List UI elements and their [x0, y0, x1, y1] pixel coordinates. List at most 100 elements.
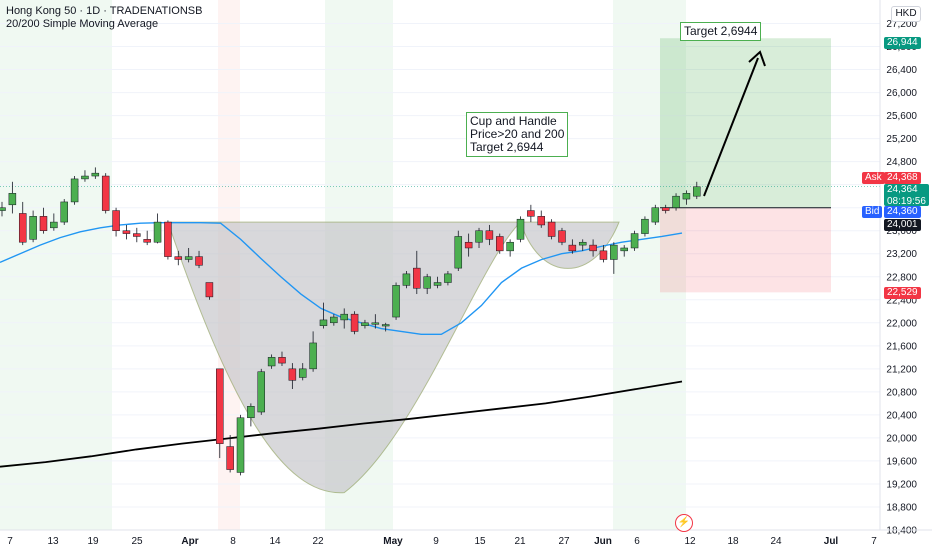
candle-43: [444, 271, 452, 286]
candle-body-15: [153, 221, 162, 243]
bar-countdown: 08:19:56: [887, 196, 926, 207]
candle-body-10: [101, 175, 110, 211]
candle-63: [651, 204, 660, 225]
candle-body-36: [371, 322, 380, 325]
candle-body-9: [91, 172, 100, 177]
candle-body-41: [423, 276, 431, 289]
candle-67: [693, 181, 701, 200]
candle-body-42: [433, 282, 442, 286]
candle-34: [350, 311, 359, 335]
candle-body-34: [350, 313, 359, 332]
candle-38: [392, 282, 400, 320]
candle-0: [0, 201, 6, 217]
candle-15: [153, 213, 162, 244]
candle-body-58: [599, 250, 608, 260]
candle-body-8: [81, 175, 89, 180]
target-arrow-head: [748, 50, 766, 67]
candle-39: [402, 271, 411, 289]
candle-body-7: [70, 178, 79, 203]
price-tick-label-10: 22,400: [886, 295, 917, 306]
price-tick-label-9: 22,000: [886, 318, 917, 329]
ma200-line: [0, 380, 683, 468]
price-tick-label-3: 19,600: [886, 456, 917, 467]
time-tick-label-6: 14: [269, 536, 281, 547]
candle-31: [319, 302, 328, 329]
price-tick-label-8: 21,600: [886, 341, 917, 352]
candle-body-44: [454, 236, 463, 269]
candle-57: [589, 239, 597, 257]
candle-body-47: [485, 230, 494, 240]
candle-19: [195, 250, 203, 269]
candle-44: [454, 230, 463, 271]
candle-body-4: [39, 216, 48, 231]
last-price: 24,364: [887, 184, 918, 195]
candle-45: [464, 233, 473, 257]
note-line-3: Target 2,6944: [470, 140, 544, 154]
candle-body-35: [361, 322, 369, 326]
candle-8: [81, 170, 89, 182]
candle-body-65: [672, 195, 680, 208]
candle-23: [236, 414, 245, 476]
time-tick-label-2: 19: [87, 536, 99, 547]
candle-30: [309, 331, 317, 372]
candle-64: [661, 204, 670, 214]
note-line-1: Cup and Handle: [470, 114, 557, 128]
flash-icon[interactable]: ⚡: [675, 514, 693, 532]
time-tick-label-0: 7: [7, 536, 13, 547]
target-arrow-line: [703, 57, 759, 197]
candle-body-52: [537, 216, 545, 226]
currency-button[interactable]: HKD: [891, 6, 921, 22]
stop-price-tag: 22,529: [884, 287, 921, 299]
candle-61: [630, 230, 639, 251]
loss-zone: [660, 207, 831, 293]
time-tick-label-5: 8: [230, 536, 236, 547]
candle-41: [423, 273, 431, 295]
candle-58: [599, 245, 608, 263]
price-tick-label-18: 25,600: [886, 111, 917, 122]
time-tick-label-16: 18: [727, 536, 739, 547]
candle-body-61: [630, 233, 639, 249]
bid-price-tag: 24,360: [884, 206, 921, 218]
candle-body-37: [381, 324, 390, 327]
candle-47: [485, 224, 494, 246]
target-note[interactable]: Target 2,6944: [680, 22, 762, 41]
time-tick-label-10: 15: [474, 536, 486, 547]
candle-body-56: [578, 241, 587, 246]
price-tick-label-22: 27,200: [886, 19, 917, 30]
candle-13: [133, 227, 141, 243]
candle-body-33: [340, 313, 348, 321]
time-tick-label-9: 9: [433, 536, 439, 547]
candle-22: [226, 435, 234, 473]
time-tick-label-18: Jul: [824, 536, 839, 547]
candle-body-29: [298, 368, 307, 378]
candle-body-5: [50, 221, 58, 229]
candle-46: [475, 227, 483, 248]
price-tick-label-7: 21,200: [886, 364, 917, 375]
cup-and-handle-note[interactable]: Cup and Handle Price>20 and 200 Target 2…: [466, 112, 569, 157]
candle-48: [496, 233, 504, 254]
candle-body-22: [226, 446, 234, 470]
candle-body-17: [174, 256, 183, 260]
price-tick-label-5: 20,400: [886, 410, 917, 421]
candle-54: [558, 227, 566, 246]
candle-body-50: [516, 218, 525, 240]
candle-6: [60, 199, 68, 225]
candle-35: [361, 319, 369, 329]
time-tick-label-8: May: [383, 536, 403, 547]
candle-body-43: [444, 273, 452, 283]
profit-zone: [660, 38, 831, 208]
session-band-0: [0, 0, 112, 530]
time-tick-label-3: 25: [131, 536, 143, 547]
candle-62: [641, 216, 649, 237]
candle-36: [371, 314, 380, 329]
candle-body-20: [205, 282, 214, 298]
candle-29: [298, 363, 307, 381]
candle-body-63: [651, 207, 660, 223]
price-tick-label-4: 20,000: [886, 433, 917, 444]
price-tick-label-13: 23,600: [886, 226, 917, 237]
candle-1: [8, 181, 17, 214]
time-tick-label-17: 24: [770, 536, 782, 547]
price-tick-label-12: 23,200: [886, 249, 917, 260]
candle-11: [112, 207, 120, 237]
